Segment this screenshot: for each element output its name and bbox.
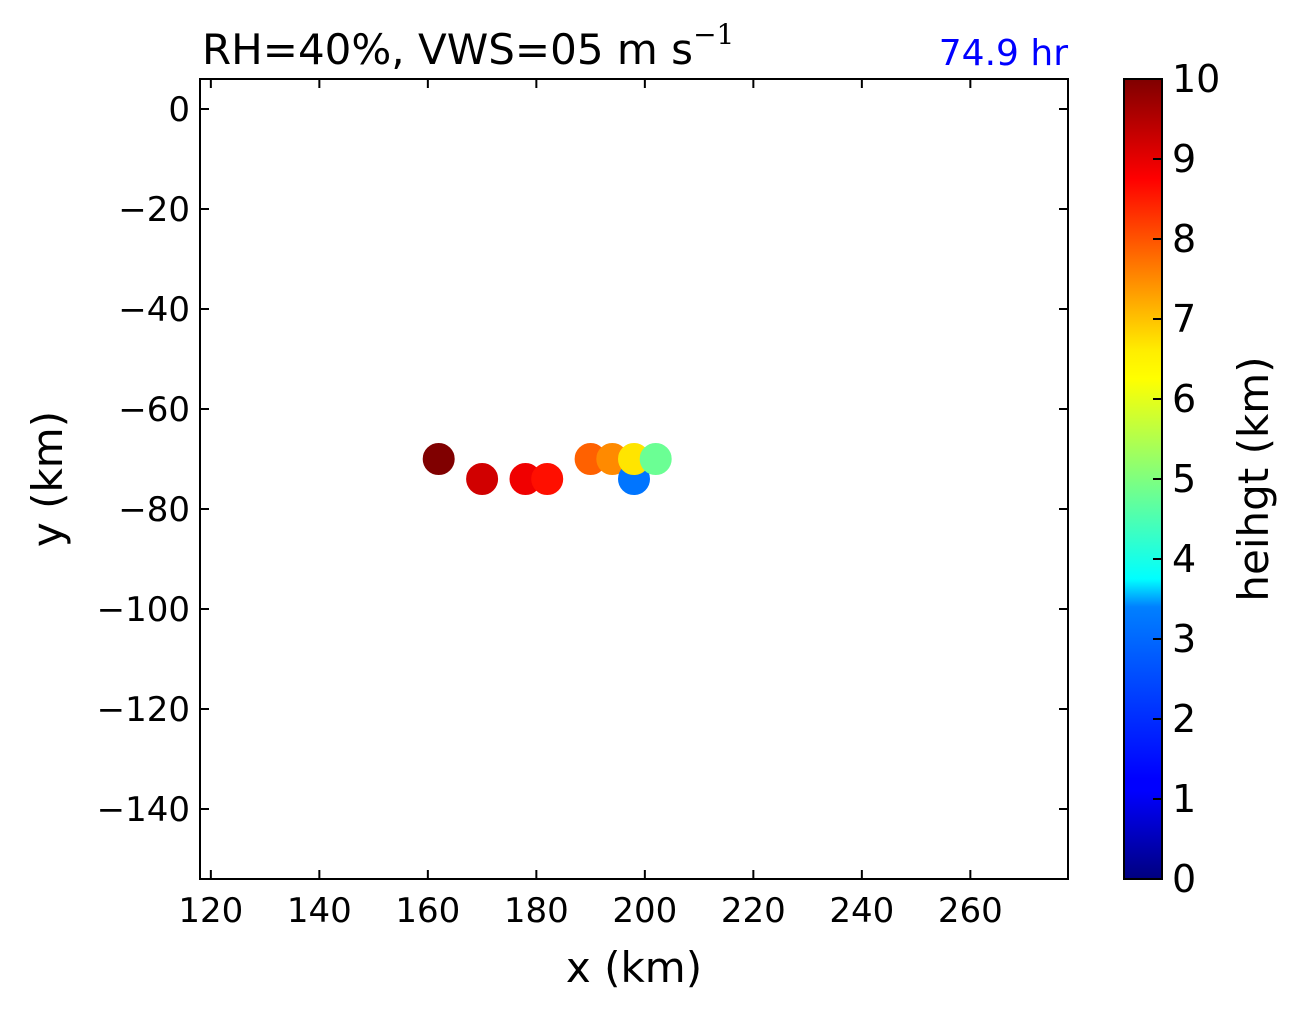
colorbar-tick-label: 10 [1172,57,1220,101]
colorbar-tick-label: 5 [1172,457,1196,501]
x-tick-label: 120 [178,891,243,931]
x-tick-label: 260 [938,891,1003,931]
scatter-point [466,463,499,495]
colorbar-tick-label: 4 [1172,537,1196,581]
scatter-point [422,443,455,475]
scatter-point [639,443,672,475]
x-ticks: 120 140 160 180 200 220 240 260 [178,79,1003,931]
plot-frame [199,78,1069,880]
y-tick-label: −100 [97,590,190,630]
y-tick-label: 0 [168,90,190,130]
colorbar-tick-label: 8 [1172,217,1196,261]
chart-title-superscript: −1 [693,18,734,51]
colorbar-tick-label: 1 [1172,777,1196,821]
x-tick-label: 180 [504,891,569,931]
y-tick-label: −140 [97,790,190,830]
scatter-points [422,443,672,495]
colorbar-tick-label: 2 [1172,697,1196,741]
colorbar-tick-label: 3 [1172,617,1196,661]
x-tick-label: 160 [395,891,460,931]
y-tick-label: −40 [118,290,190,330]
chart-title-main: RH=40%, VWS=05 m s [202,25,693,74]
colorbar-tick-label: 7 [1172,297,1196,341]
colorbar-tick-label: 6 [1172,377,1196,421]
scatter-point [531,463,564,495]
chart-title: RH=40%, VWS=05 m s−1 [202,18,734,74]
x-tick-label: 200 [612,891,677,931]
colorbar-label: heihgt (km) [1229,356,1278,601]
x-tick-label: 220 [721,891,786,931]
x-axis-label: x (km) [566,943,702,992]
y-tick-label: −60 [118,390,190,430]
time-label: 74.9 hr [939,33,1068,74]
y-tick-label: −20 [118,190,190,230]
y-axis-label: y (km) [23,411,72,547]
colorbar-tick-label: 0 [1172,857,1196,901]
colorbar-tick-label: 9 [1172,137,1196,181]
x-tick-label: 140 [287,891,352,931]
y-tick-label: −120 [97,690,190,730]
y-tick-label: −80 [118,490,190,530]
x-tick-label: 240 [829,891,894,931]
colorbar-ticks: 0 1 2 3 4 5 6 7 8 9 10 [1153,57,1220,901]
y-ticks: 0 −20 −40 −60 −80 −100 −120 −140 [97,90,1068,830]
